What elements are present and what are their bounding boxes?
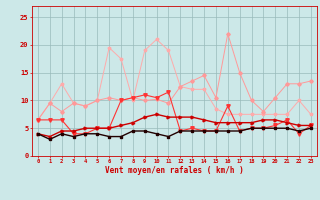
X-axis label: Vent moyen/en rafales ( km/h ): Vent moyen/en rafales ( km/h )	[105, 166, 244, 175]
